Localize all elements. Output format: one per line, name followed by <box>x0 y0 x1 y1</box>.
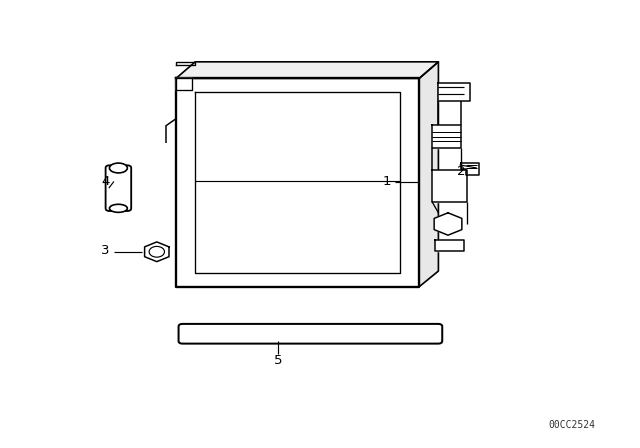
Polygon shape <box>438 83 470 101</box>
Text: 3: 3 <box>101 244 110 258</box>
Polygon shape <box>434 213 462 235</box>
Text: 1: 1 <box>383 175 392 188</box>
Polygon shape <box>432 125 461 148</box>
FancyBboxPatch shape <box>179 324 442 344</box>
Polygon shape <box>435 240 464 251</box>
Polygon shape <box>176 62 438 78</box>
Text: 5: 5 <box>274 354 283 367</box>
Polygon shape <box>461 163 479 175</box>
Polygon shape <box>176 78 419 287</box>
Ellipse shape <box>109 204 127 212</box>
Polygon shape <box>432 170 467 202</box>
Polygon shape <box>176 78 192 90</box>
Text: 00CC2524: 00CC2524 <box>548 420 595 430</box>
FancyBboxPatch shape <box>106 165 131 211</box>
Polygon shape <box>145 242 169 262</box>
Text: 2: 2 <box>456 165 465 178</box>
Ellipse shape <box>109 163 127 173</box>
Polygon shape <box>419 62 438 287</box>
Text: 4: 4 <box>101 175 110 188</box>
